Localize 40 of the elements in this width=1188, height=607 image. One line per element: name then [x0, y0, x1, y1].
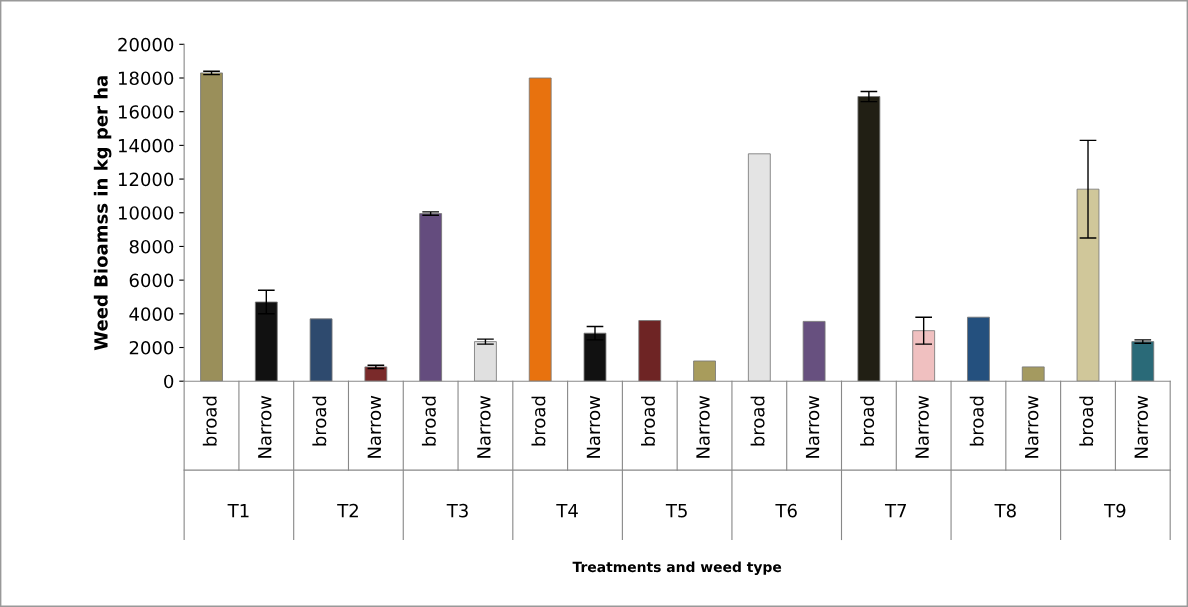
- y-axis-title: Weed Bioamss in kg per ha: [93, 76, 112, 351]
- x-tick-label: Narrow: [1025, 395, 1039, 458]
- y-tick-label: 8000: [129, 239, 174, 254]
- y-tick-label: 14000: [118, 138, 174, 153]
- x-tick-label: broad: [531, 396, 546, 446]
- x-tick-label: broad: [969, 396, 984, 446]
- text: T6: [775, 503, 797, 518]
- text: T3: [446, 503, 468, 518]
- text: T1: [227, 504, 249, 518]
- text: T5: [665, 504, 687, 518]
- x-tick-label: Narrow: [477, 395, 491, 458]
- y-tick-label: 20000: [118, 37, 174, 52]
- x-tick-label: Narrow: [805, 395, 820, 458]
- x-tick-label: broad: [421, 396, 436, 446]
- x-tick-label: Narrow: [367, 395, 382, 458]
- text: T2: [337, 503, 358, 518]
- y-tick-label: 18000: [118, 71, 174, 86]
- y-tick-label: 6000: [129, 273, 174, 288]
- x-tick-label: Narrow: [696, 395, 710, 458]
- y-tick-label: 16000: [118, 105, 174, 119]
- x-tick-label: broad: [750, 396, 765, 446]
- x-tick-label: Narrow: [258, 395, 272, 458]
- x-tick-label: broad: [202, 396, 217, 446]
- x-tick-label: Narrow: [915, 395, 929, 458]
- x-tick-label: broad: [860, 396, 875, 446]
- x-tick-label: Narrow: [1134, 395, 1149, 458]
- text: T7: [884, 504, 906, 518]
- x-tick-label: broad: [641, 396, 656, 446]
- y-tick-label: 2000: [129, 340, 174, 355]
- y-tick-label: 0: [164, 374, 174, 389]
- text: Treatments and weed type: [572, 561, 782, 575]
- y-tick-label: 12000: [118, 172, 174, 187]
- y-tick-label: 4000: [129, 307, 174, 321]
- text: T9: [1104, 503, 1126, 518]
- y-tick-label: 10000: [118, 206, 174, 220]
- text: T8: [994, 503, 1016, 518]
- x-tick-label: broad: [312, 396, 327, 446]
- x-tick-label: broad: [1079, 396, 1094, 446]
- x-tick-label: Narrow: [586, 395, 601, 458]
- text: T4: [556, 504, 578, 518]
